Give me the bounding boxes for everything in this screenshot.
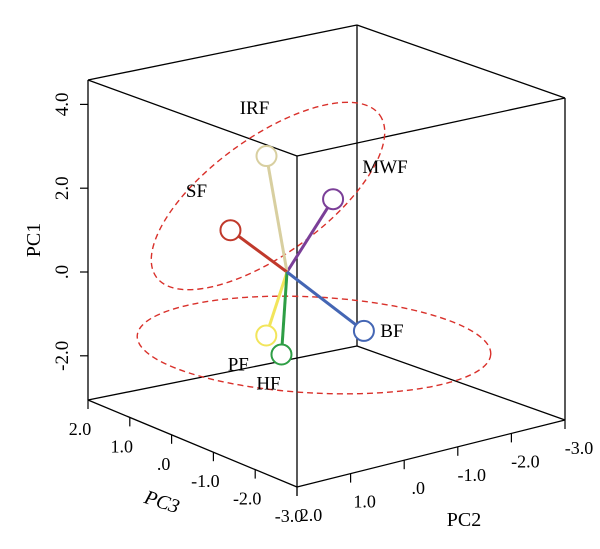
- pc2-tick-label: -2.0: [511, 451, 540, 471]
- point-label-bf: BF: [380, 321, 403, 342]
- top-front-edge: [296, 97, 566, 157]
- floor-back-left-edge: [87, 345, 358, 401]
- pc1-tick-label: .0: [52, 265, 73, 279]
- series-line-hf: [279, 271, 289, 355]
- point-label-sf: SF: [186, 181, 207, 202]
- point-label-irf: IRF: [240, 98, 270, 119]
- top-left-edge: [87, 79, 298, 157]
- series-line-pf: [264, 271, 289, 336]
- pc2-tick-label: 2.0: [300, 505, 323, 525]
- point-hf: [270, 343, 293, 366]
- group-ellipses: [136, 101, 492, 395]
- pc1-axis-label: PC1: [23, 223, 45, 257]
- series-line-bf: [286, 270, 365, 333]
- pc3-tick-label: -1.0: [191, 471, 220, 491]
- series-line-mwf: [285, 198, 335, 273]
- bottom-right-edge: [296, 419, 566, 488]
- pc3-tick-label: 1.0: [111, 436, 134, 456]
- group-ellipse-upper: [150, 101, 386, 291]
- point-label-pf: PF: [228, 354, 249, 375]
- pc2-tick-label: -1.0: [458, 465, 487, 485]
- pc3-axis-label: PC3: [141, 486, 183, 518]
- pc3-tick-label: 2.0: [69, 419, 92, 439]
- plot-box: [87, 24, 566, 488]
- data-series: MWF IRF SF PF HF BF: [186, 98, 408, 394]
- pc3-tick-label: -3.0: [275, 506, 304, 526]
- bottom-left-edge: [87, 399, 298, 488]
- floor-back-right-edge: [356, 345, 566, 421]
- point-sf: [219, 219, 242, 242]
- pc2-tick-label: -3.0: [565, 438, 594, 458]
- point-bf: [352, 319, 375, 342]
- pc2-tick-label: 1.0: [353, 492, 376, 512]
- pc1-tick-label: 4.0: [52, 93, 73, 117]
- pc2-axis-label: PC2: [447, 509, 481, 531]
- pc2-tick-label: .0: [411, 478, 425, 498]
- pc1-tick-label: -2.0: [52, 341, 73, 371]
- pc3-tick-label: .0: [157, 454, 171, 474]
- point-label-hf: HF: [256, 374, 280, 395]
- point-irf: [255, 145, 278, 168]
- pc1-tick-label: 2.0: [52, 176, 73, 200]
- back-top-edge: [87, 24, 358, 81]
- axis-ticks: 4.02.0.0-2.02.01.0.0-1.0-2.0-3.02.01.0.0…: [52, 93, 593, 526]
- point-pf: [255, 324, 278, 347]
- pc3-tick-label: -2.0: [233, 489, 262, 509]
- series-line-irf: [265, 155, 289, 273]
- group-ellipse-lower: [136, 295, 492, 395]
- series-line-sf: [229, 228, 288, 274]
- top-right-edge: [356, 24, 566, 99]
- point-mwf: [322, 188, 345, 211]
- point-label-mwf: MWF: [362, 157, 407, 178]
